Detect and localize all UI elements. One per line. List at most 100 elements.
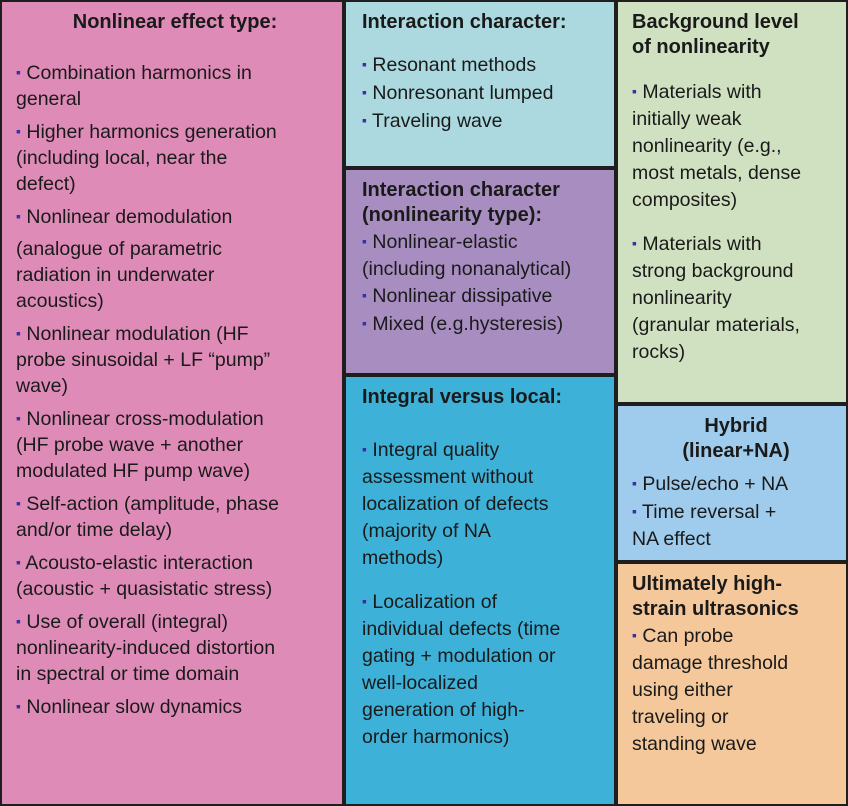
list-item-line: acoustics) [16,290,104,312]
list-item-line: in spectral or time domain [16,663,240,685]
background-nonlinearity-panel: Background level of nonlinearity ▪ Materia… [616,0,848,404]
list-item-line: general [16,88,82,110]
list-item-line: Combination harmonics in [26,62,252,84]
list-item: ▪ Time reversal + NA effect [632,498,840,553]
list-item: ▪ Nonlinear demodulation [16,203,334,230]
bullet-icon: ▪ [16,123,21,139]
list-item-line: Nonresonant lumped [372,82,554,104]
list-item-line: Nonlinear cross-modulation [26,408,264,430]
panel-title-line: (nonlinearity type): [362,204,543,226]
list-item-line: and/or time delay) [16,519,173,541]
list-item: ▪ Resonant methods [362,51,606,79]
list-item-line: (including nonanalytical) [362,257,572,280]
list-item: ▪ Traveling wave [362,107,606,135]
panel-title-line: Interaction character [362,179,560,201]
bullet-icon: ▪ [362,441,367,457]
list-item-line: defect) [16,173,76,195]
panel-title-line: Background level [632,11,799,33]
list-item-line: Traveling wave [372,110,503,132]
list-item-line: methods) [362,547,444,569]
spacer [632,214,840,230]
interaction-character-panel: Interaction character: ▪ Resonant methods… [344,0,616,168]
list-item-line: (acoustic + quasistatic stress) [16,578,273,600]
bullet-icon: ▪ [632,235,637,251]
list-item: ▪ Self-action (amplitude, phase and/or ti… [16,490,334,543]
bullet-icon: ▪ [362,112,367,128]
list-item-line: Nonlinear demodulation [26,206,233,228]
bullet-icon: ▪ [16,325,21,341]
list-item: ▪ Localization of individual defects (tim… [362,588,606,751]
list-item-line: (granular materials, [632,314,800,336]
list-item-line: Integral quality [372,439,500,461]
bullet-icon: ▪ [362,56,367,72]
panel-title-line: Interaction character: [362,11,567,33]
bullet-icon: ▪ [362,84,367,100]
high-strain-ultrasonics-panel: Ultimately high-strain ultrasonics ▪ Can … [616,562,848,806]
list-item-line: (majority of NA [362,520,491,542]
bullet-icon: ▪ [362,233,367,249]
panel-title: Hybrid (linear+NA) [632,414,840,464]
list-item-line: Localization of [372,591,498,613]
list-item: ▪ Combination harmonics in general [16,59,334,112]
list-item-line: localization of defects [362,493,549,515]
bullet-icon: ▪ [362,287,367,303]
list-item: ▪ Nonlinear slow dynamics [16,693,334,720]
panel-title-line: Nonlinear effect type: [72,11,278,33]
list-item-line: Acousto-elastic interaction [25,552,253,574]
list-item-line: traveling or [632,706,729,728]
bullet-icon: ▪ [632,503,637,519]
list-item-line: probe sinusoidal + LF “pump” [16,349,271,371]
bullet-icon: ▪ [362,593,367,609]
list-item-line: Can probe [642,625,734,647]
list-item-line: rocks) [632,341,686,363]
hybrid-panel: Hybrid (linear+NA) ▪ Pulse/echo + NA ▪ Time… [616,404,848,562]
panel-title-line: Ultimately high- [632,573,783,595]
panel-title: Interaction character (nonlinearity type)… [362,178,608,228]
integral-versus-local-panel: Integral versus local: ▪ Integral quality… [344,375,616,806]
bullet-icon: ▪ [16,208,21,224]
list-item-line: Nonlinear modulation (HF [26,323,249,345]
list-item: ▪ Mixed (e.g.hysteresis) [362,310,608,338]
list-item-line: Pulse/echo + NA [642,473,789,495]
panel-title: Background level of nonlinearity [632,10,840,60]
list-item-line: most metals, dense [632,162,802,184]
list-item: ▪ Higher harmonics generation (including … [16,118,334,197]
list-item-line: wave) [16,375,69,397]
list-item-line: initially weak [632,108,742,130]
list-item: ▪ Nonresonant lumped [362,79,606,107]
list-item: ▪ Nonlinear-elastic (including nonanalyti… [362,228,608,282]
list-item-line: Higher harmonics generation [26,121,277,143]
list-item-line: NA effect [632,528,711,550]
list-item-line: standing wave [632,733,757,755]
bullet-icon: ▪ [362,314,367,331]
interaction-nonlinearity-type-panel: Interaction character (nonlinearity type)… [344,168,616,375]
list-item-line: Materials with [642,233,762,255]
bullet-icon: ▪ [632,475,637,491]
bullet-icon: ▪ [632,627,637,643]
list-item-line: radiation in underwater [16,264,215,286]
list-item-line: modulated HF pump wave) [16,460,251,482]
list-item-line: (including local, near the [16,147,228,169]
list-item: ▪ Use of overall (integral) nonlinearity-… [16,608,334,687]
nonlinear-effect-type-panel: Nonlinear effect type: ▪ Combination harm… [0,0,344,806]
list-item-line: order harmonics) [362,726,510,748]
list-item: ▪ Materials with strong background nonline… [632,230,840,366]
list-item-line: Time reversal + [642,501,777,523]
spacer [362,572,606,588]
bullet-icon: ▪ [632,83,637,99]
list-item-line: individual defects (time [362,618,561,640]
list-item-line: composites) [632,189,738,211]
list-item-line: damage threshold [632,652,789,674]
list-item: (analogue of parametric radiation in unde… [16,236,334,314]
list-item-line: generation of high- [362,699,525,721]
list-item-line: Nonlinear dissipative [372,285,553,307]
list-item-line: (analogue of parametric [16,238,222,260]
list-item-line: Use of overall (integral) [26,611,228,633]
list-item: ▪ Acousto-elastic interaction (acoustic +… [16,549,334,602]
bullet-icon: ▪ [16,613,21,629]
list-item-line: nonlinearity-induced distortion [16,637,276,659]
list-item: ▪ Nonlinear modulation (HF probe sinusoid… [16,320,334,399]
list-item-line: gating + modulation or [362,645,556,667]
list-item: ▪ Nonlinear cross-modulation (HF probe wa… [16,405,334,484]
list-item-line: (HF probe wave + another [16,434,244,456]
